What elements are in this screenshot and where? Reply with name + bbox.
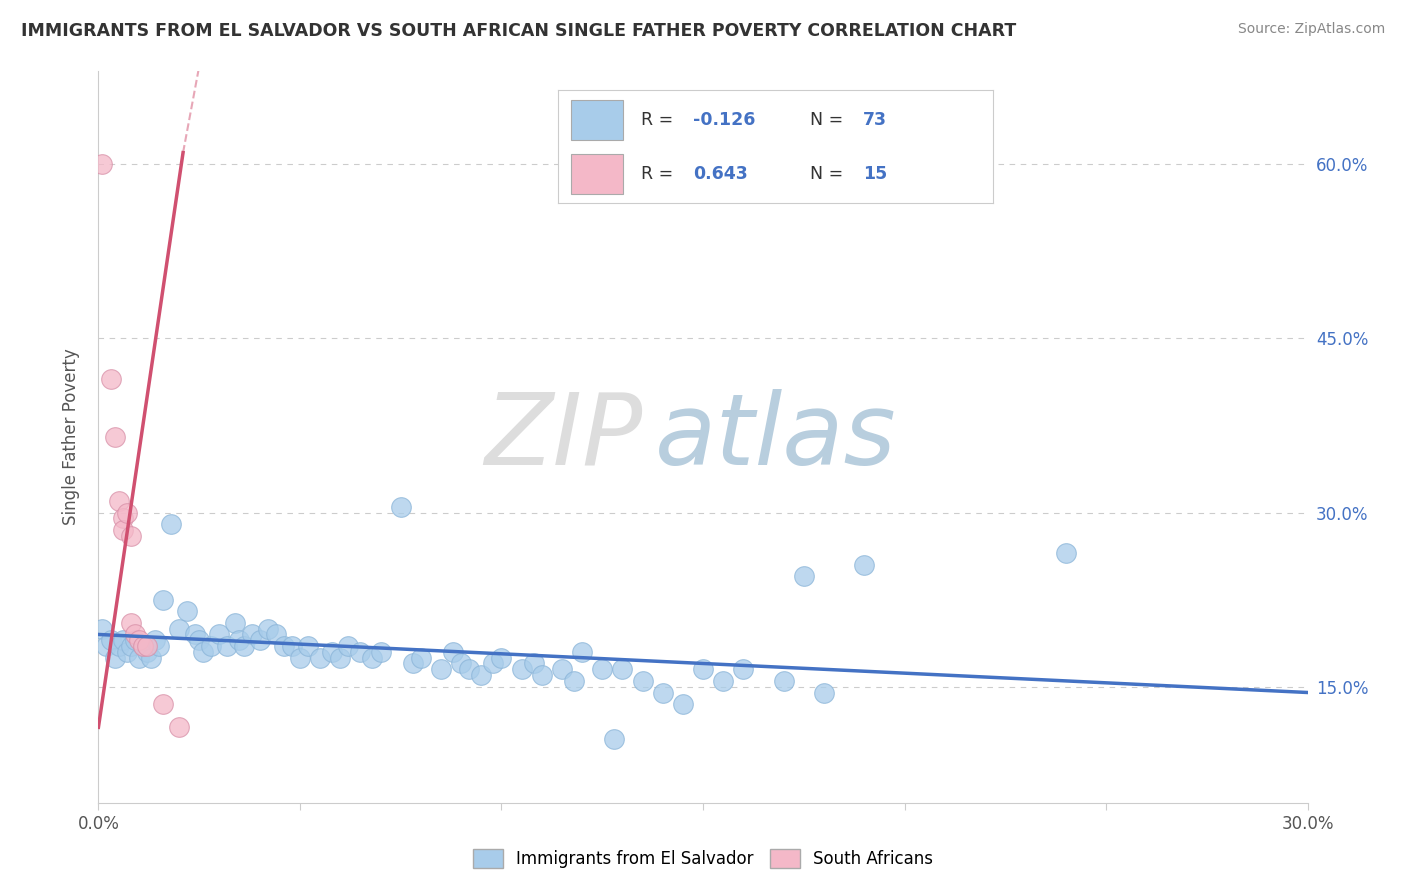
Point <box>441 645 464 659</box>
Point <box>309 650 332 665</box>
Point <box>389 500 412 514</box>
Text: IMMIGRANTS FROM EL SALVADOR VS SOUTH AFRICAN SINGLE FATHER POVERTY CORRELATION C: IMMIGRANTS FROM EL SALVADOR VS SOUTH AFR… <box>21 22 1017 40</box>
Point <box>217 639 239 653</box>
Point <box>672 697 695 711</box>
Point <box>132 639 155 653</box>
Point <box>135 645 157 659</box>
Point <box>188 633 211 648</box>
Point <box>111 523 134 537</box>
Point <box>200 639 222 653</box>
Point <box>232 639 254 653</box>
Point <box>224 615 246 630</box>
Point <box>120 639 142 653</box>
Point <box>167 622 190 636</box>
Point <box>273 639 295 653</box>
Point <box>143 633 166 648</box>
Point <box>111 633 134 648</box>
Point <box>184 627 207 641</box>
Point <box>115 645 138 659</box>
Point <box>115 506 138 520</box>
Text: ZIP: ZIP <box>484 389 643 485</box>
Point <box>853 558 876 572</box>
Point <box>139 650 162 665</box>
Point <box>571 645 593 659</box>
Point <box>430 662 453 676</box>
Point <box>124 633 146 648</box>
Point <box>458 662 481 676</box>
Point <box>491 650 513 665</box>
Point <box>240 627 263 641</box>
Point <box>128 633 150 648</box>
Point <box>111 511 134 525</box>
Point <box>100 372 122 386</box>
Point <box>176 604 198 618</box>
Point <box>100 633 122 648</box>
Point <box>321 645 343 659</box>
Point <box>148 639 170 653</box>
Point <box>349 645 371 659</box>
Legend: Immigrants from El Salvador, South Africans: Immigrants from El Salvador, South Afric… <box>465 843 941 875</box>
Point <box>793 569 815 583</box>
Point <box>530 668 553 682</box>
Point <box>96 639 118 653</box>
Point <box>772 673 794 688</box>
Point <box>208 627 231 641</box>
Point <box>562 673 585 688</box>
Point <box>160 517 183 532</box>
Text: atlas: atlas <box>655 389 896 485</box>
Point <box>256 622 278 636</box>
Point <box>193 645 215 659</box>
Point <box>1054 546 1077 560</box>
Point <box>711 673 734 688</box>
Point <box>402 657 425 671</box>
Point <box>91 157 114 171</box>
Point <box>337 639 360 653</box>
Point <box>482 657 505 671</box>
Point <box>297 639 319 653</box>
Point <box>152 697 174 711</box>
Point <box>370 645 392 659</box>
Point <box>91 622 114 636</box>
Point <box>103 430 125 444</box>
Point <box>107 639 129 653</box>
Point <box>523 657 546 671</box>
Point <box>120 529 142 543</box>
Point <box>603 731 626 746</box>
Point <box>288 650 311 665</box>
Point <box>409 650 432 665</box>
Point <box>124 627 146 641</box>
Point <box>450 657 472 671</box>
Point <box>135 639 157 653</box>
Point <box>510 662 533 676</box>
Point <box>612 662 634 676</box>
Point <box>470 668 492 682</box>
Point <box>329 650 352 665</box>
Point <box>813 685 835 699</box>
Point <box>152 592 174 607</box>
Point <box>132 639 155 653</box>
Point <box>591 662 613 676</box>
Point <box>692 662 714 676</box>
Point <box>361 650 384 665</box>
Y-axis label: Single Father Poverty: Single Father Poverty <box>62 349 80 525</box>
Point <box>107 494 129 508</box>
Point <box>120 615 142 630</box>
Point <box>551 662 574 676</box>
Point <box>733 662 755 676</box>
Point <box>167 720 190 734</box>
Point <box>264 627 287 641</box>
Point <box>128 650 150 665</box>
Point <box>631 673 654 688</box>
Point <box>103 650 125 665</box>
Point <box>651 685 673 699</box>
Point <box>228 633 250 648</box>
Point <box>249 633 271 648</box>
Text: Source: ZipAtlas.com: Source: ZipAtlas.com <box>1237 22 1385 37</box>
Point <box>281 639 304 653</box>
